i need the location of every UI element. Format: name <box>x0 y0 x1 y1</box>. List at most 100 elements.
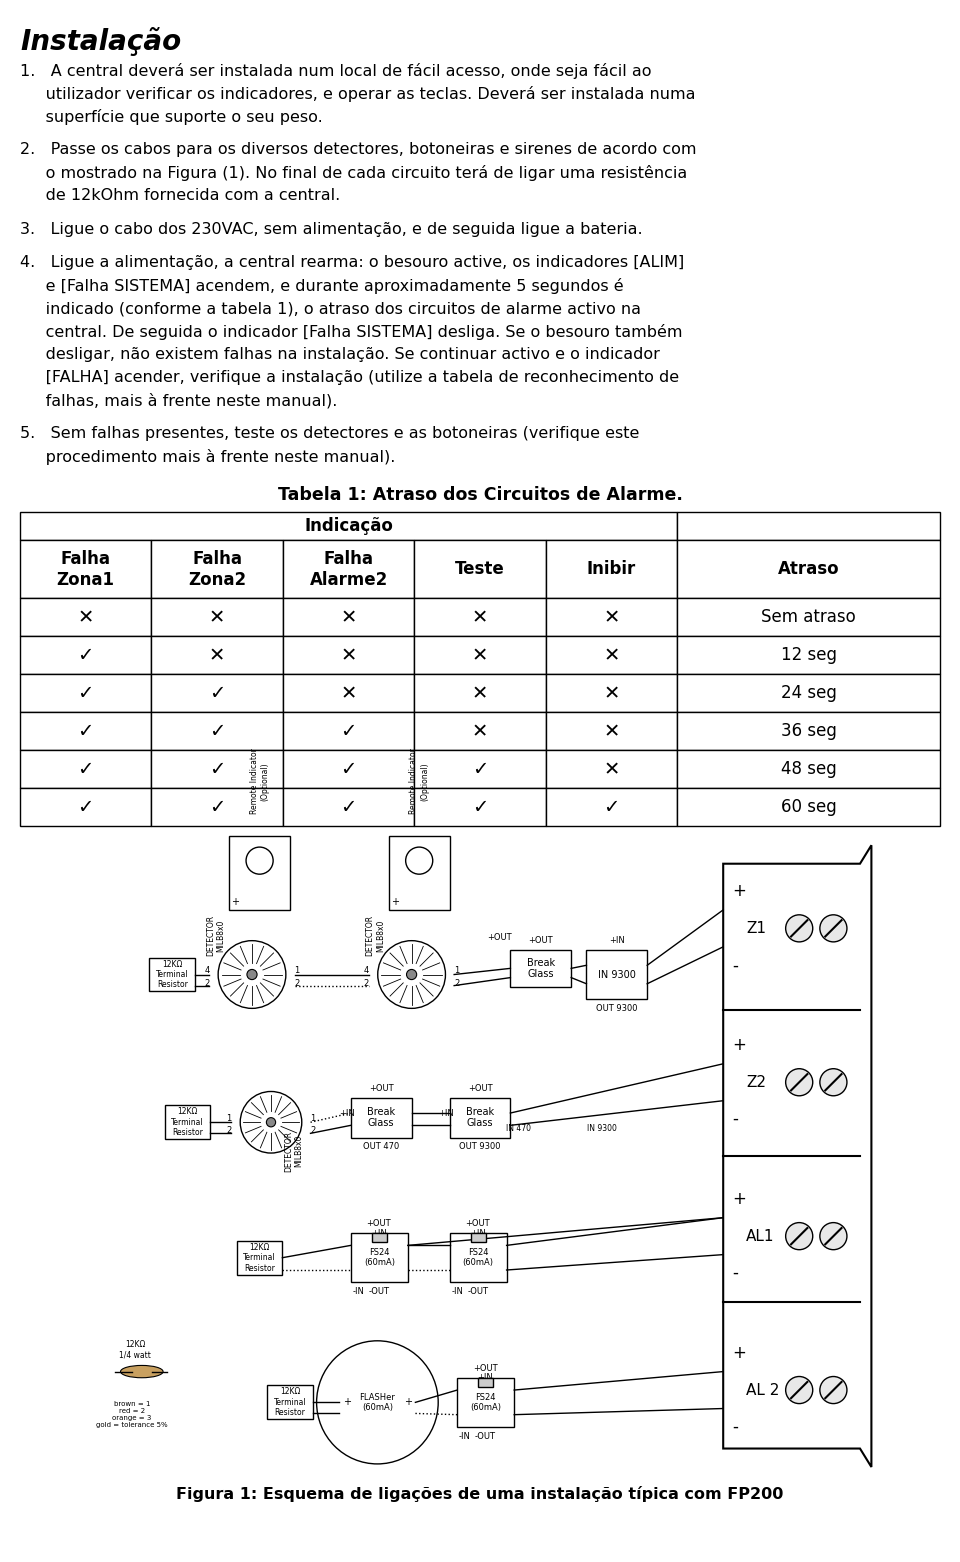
Circle shape <box>406 970 417 979</box>
Text: 4: 4 <box>204 967 209 975</box>
Text: -: - <box>732 1418 738 1435</box>
Text: ✕: ✕ <box>209 647 226 665</box>
Circle shape <box>406 847 433 875</box>
Text: 2: 2 <box>310 1126 316 1136</box>
Text: OUT 470: OUT 470 <box>363 1142 399 1151</box>
Text: 1: 1 <box>227 1114 231 1123</box>
Text: Tabela 1: Atraso dos Circuitos de Alarme.: Tabela 1: Atraso dos Circuitos de Alarme… <box>277 486 683 505</box>
Text: Instalação: Instalação <box>20 27 181 56</box>
Text: DETECTOR
MILB8x0: DETECTOR MILB8x0 <box>284 1131 303 1172</box>
Text: 12KΩ
1/4 watt: 12KΩ 1/4 watt <box>119 1340 151 1359</box>
Text: +OUT: +OUT <box>369 1084 394 1093</box>
Text: +OUT: +OUT <box>367 1220 392 1228</box>
Bar <box>20 789 152 826</box>
Text: 2.   Passe os cabos para os diversos detectores, botoneiras e sirenes de acordo : 2. Passe os cabos para os diversos detec… <box>20 142 697 158</box>
Text: ✕: ✕ <box>471 608 489 626</box>
Circle shape <box>820 1376 847 1404</box>
Circle shape <box>218 940 286 1009</box>
Circle shape <box>785 915 813 942</box>
Text: ✓: ✓ <box>78 647 94 665</box>
Text: ✓: ✓ <box>471 798 489 817</box>
Text: +: + <box>343 1398 350 1407</box>
Bar <box>389 836 449 911</box>
Text: ✕: ✕ <box>603 759 619 779</box>
Text: e [Falha SISTEMA] acendem, e durante aproximadamente 5 segundos é: e [Falha SISTEMA] acendem, e durante apr… <box>20 278 624 294</box>
Bar <box>152 750 283 789</box>
Text: AL 2: AL 2 <box>746 1382 780 1398</box>
Ellipse shape <box>121 1365 163 1378</box>
Bar <box>449 1232 507 1282</box>
Text: ✕: ✕ <box>471 684 489 703</box>
Bar <box>415 750 545 789</box>
Text: Teste: Teste <box>455 561 505 578</box>
Text: ✕: ✕ <box>603 608 619 626</box>
Text: ✓: ✓ <box>78 722 94 740</box>
Text: central. De seguida o indicador [Falha SISTEMA] desliga. Se o besouro também: central. De seguida o indicador [Falha S… <box>20 323 683 341</box>
Text: 1: 1 <box>310 1114 316 1123</box>
Text: +: + <box>732 883 746 900</box>
Bar <box>677 540 940 598</box>
Text: 1: 1 <box>295 967 300 975</box>
Circle shape <box>240 1092 301 1153</box>
Text: indicado (conforme a tabela 1), o atraso dos circuitos de alarme activo na: indicado (conforme a tabela 1), o atraso… <box>20 301 641 316</box>
Bar <box>283 789 415 826</box>
Bar <box>152 540 283 598</box>
Bar <box>470 1232 486 1242</box>
Text: 2: 2 <box>454 979 460 987</box>
Bar <box>152 636 283 675</box>
Text: 36 seg: 36 seg <box>780 722 836 740</box>
Bar <box>415 636 545 675</box>
Text: 2: 2 <box>295 979 300 987</box>
Text: 2: 2 <box>227 1126 231 1136</box>
Circle shape <box>820 915 847 942</box>
Circle shape <box>820 1068 847 1097</box>
Text: FLASHer
(60mA): FLASHer (60mA) <box>359 1393 396 1412</box>
Text: +IN: +IN <box>477 1373 493 1382</box>
Bar <box>415 675 545 712</box>
Text: Falha
Zona1: Falha Zona1 <box>57 550 114 589</box>
Text: ✕: ✕ <box>603 647 619 665</box>
Bar <box>372 1232 387 1242</box>
Bar <box>545 789 677 826</box>
Text: +OUT: +OUT <box>468 1084 492 1093</box>
Text: ✕: ✕ <box>471 647 489 665</box>
Text: +: + <box>391 898 399 908</box>
Text: 12KΩ
Terminal
Resistor: 12KΩ Terminal Resistor <box>243 1243 276 1273</box>
Text: -OUT: -OUT <box>475 1432 495 1440</box>
Text: o mostrado na Figura (1). No final de cada circuito terá de ligar uma resistênci: o mostrado na Figura (1). No final de ca… <box>20 166 687 181</box>
Text: -IN: -IN <box>459 1432 470 1440</box>
Bar <box>545 675 677 712</box>
Text: Indicação: Indicação <box>304 517 393 536</box>
Polygon shape <box>723 845 872 1467</box>
Bar <box>283 598 415 636</box>
Text: Z1: Z1 <box>746 922 766 936</box>
Text: +: + <box>732 1190 746 1209</box>
Text: +IN: +IN <box>339 1109 355 1117</box>
Text: [FALHA] acender, verifique a instalação (utilize a tabela de reconhecimento de: [FALHA] acender, verifique a instalação … <box>20 370 679 386</box>
Text: ✕: ✕ <box>341 608 357 626</box>
Bar <box>545 750 677 789</box>
Text: 5.   Sem falhas presentes, teste os detectores e as botoneiras (verifique este: 5. Sem falhas presentes, teste os detect… <box>20 426 639 442</box>
Bar <box>415 789 545 826</box>
Text: +IN: +IN <box>372 1229 387 1237</box>
Bar <box>350 1098 412 1137</box>
Bar <box>677 750 940 789</box>
Bar <box>457 1378 515 1428</box>
Text: ✓: ✓ <box>471 759 489 779</box>
Bar <box>587 950 647 1000</box>
Text: ✓: ✓ <box>341 759 357 779</box>
Text: 48 seg: 48 seg <box>780 761 836 778</box>
Text: FS24
(60mA): FS24 (60mA) <box>364 1248 395 1267</box>
Text: +: + <box>732 1036 746 1054</box>
Circle shape <box>785 1223 813 1250</box>
Text: -: - <box>732 1111 738 1128</box>
Text: Sem atraso: Sem atraso <box>761 609 856 626</box>
Text: 1: 1 <box>454 967 460 975</box>
Text: 2: 2 <box>364 979 369 987</box>
Text: +IN: +IN <box>609 936 625 945</box>
Bar <box>283 712 415 750</box>
Text: Break
Glass: Break Glass <box>527 958 555 979</box>
Text: Z2: Z2 <box>746 1075 766 1090</box>
Circle shape <box>246 847 274 875</box>
Text: +OUT: +OUT <box>529 936 553 945</box>
